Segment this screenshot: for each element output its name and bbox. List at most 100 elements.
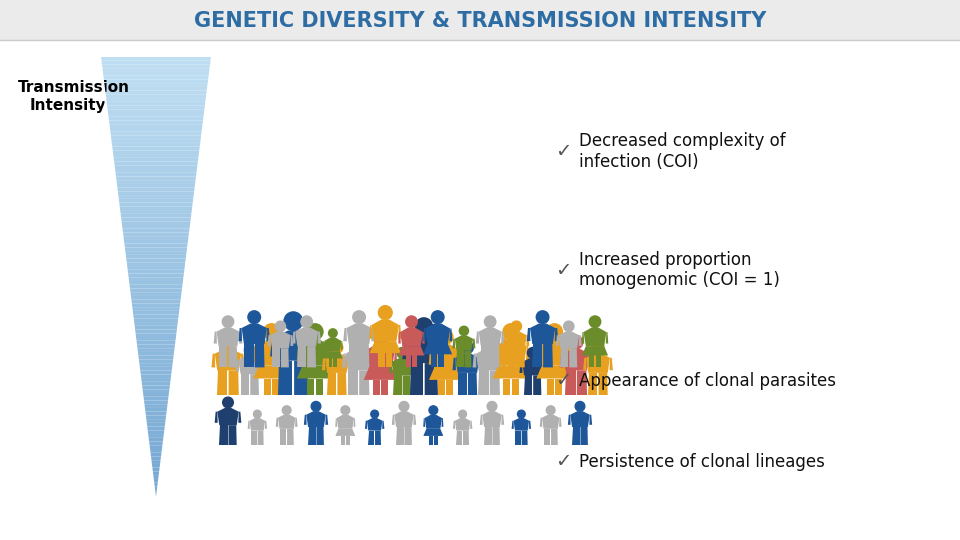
Polygon shape bbox=[114, 173, 198, 177]
Polygon shape bbox=[569, 348, 577, 367]
Polygon shape bbox=[104, 83, 208, 87]
Polygon shape bbox=[459, 350, 463, 364]
Polygon shape bbox=[606, 332, 609, 343]
Polygon shape bbox=[325, 415, 328, 425]
Polygon shape bbox=[155, 490, 157, 494]
Polygon shape bbox=[536, 346, 540, 362]
Polygon shape bbox=[381, 380, 388, 395]
Polygon shape bbox=[149, 449, 163, 453]
Polygon shape bbox=[136, 348, 176, 352]
Polygon shape bbox=[141, 389, 171, 393]
Polygon shape bbox=[143, 404, 169, 408]
Polygon shape bbox=[490, 370, 500, 395]
Polygon shape bbox=[392, 358, 413, 375]
Polygon shape bbox=[138, 363, 174, 367]
Polygon shape bbox=[146, 427, 166, 430]
Polygon shape bbox=[335, 429, 355, 436]
Polygon shape bbox=[120, 214, 192, 218]
Polygon shape bbox=[610, 358, 612, 370]
Polygon shape bbox=[106, 98, 206, 102]
Polygon shape bbox=[125, 255, 187, 259]
Polygon shape bbox=[108, 124, 204, 128]
Circle shape bbox=[537, 311, 549, 323]
Polygon shape bbox=[439, 354, 444, 367]
Polygon shape bbox=[526, 335, 529, 346]
Polygon shape bbox=[546, 379, 554, 395]
Polygon shape bbox=[392, 415, 395, 425]
Polygon shape bbox=[228, 346, 237, 367]
Polygon shape bbox=[254, 344, 265, 367]
Polygon shape bbox=[236, 360, 239, 372]
Polygon shape bbox=[219, 425, 228, 445]
Circle shape bbox=[282, 406, 291, 415]
Polygon shape bbox=[127, 270, 185, 274]
Circle shape bbox=[371, 410, 378, 418]
Polygon shape bbox=[135, 337, 177, 341]
Polygon shape bbox=[255, 340, 287, 366]
Polygon shape bbox=[154, 487, 158, 490]
Polygon shape bbox=[543, 362, 546, 373]
Polygon shape bbox=[292, 332, 296, 343]
Polygon shape bbox=[337, 373, 347, 395]
Polygon shape bbox=[307, 346, 316, 367]
Polygon shape bbox=[115, 177, 197, 180]
Polygon shape bbox=[101, 64, 211, 68]
Polygon shape bbox=[122, 229, 190, 232]
Polygon shape bbox=[589, 415, 592, 425]
Polygon shape bbox=[118, 199, 194, 202]
Polygon shape bbox=[147, 430, 165, 434]
Polygon shape bbox=[151, 460, 161, 464]
Polygon shape bbox=[364, 350, 367, 364]
Polygon shape bbox=[119, 206, 193, 210]
Polygon shape bbox=[238, 356, 261, 374]
Polygon shape bbox=[452, 358, 456, 370]
Polygon shape bbox=[323, 352, 343, 359]
Polygon shape bbox=[424, 363, 438, 395]
Polygon shape bbox=[251, 430, 257, 445]
Polygon shape bbox=[555, 328, 559, 341]
Polygon shape bbox=[143, 401, 169, 404]
Polygon shape bbox=[346, 349, 372, 370]
Polygon shape bbox=[142, 393, 170, 397]
Polygon shape bbox=[359, 370, 370, 395]
Polygon shape bbox=[113, 161, 199, 165]
Polygon shape bbox=[431, 344, 460, 368]
Circle shape bbox=[331, 342, 343, 354]
Polygon shape bbox=[424, 415, 442, 429]
Polygon shape bbox=[290, 335, 294, 346]
Polygon shape bbox=[423, 344, 452, 354]
Polygon shape bbox=[139, 370, 173, 374]
Polygon shape bbox=[121, 225, 191, 229]
Polygon shape bbox=[251, 374, 259, 395]
Circle shape bbox=[328, 329, 337, 338]
Polygon shape bbox=[270, 337, 276, 356]
Polygon shape bbox=[120, 218, 192, 221]
Polygon shape bbox=[556, 335, 559, 346]
Polygon shape bbox=[286, 346, 290, 362]
Polygon shape bbox=[323, 341, 324, 349]
Polygon shape bbox=[132, 319, 180, 322]
Polygon shape bbox=[423, 328, 426, 341]
Polygon shape bbox=[272, 348, 280, 367]
Polygon shape bbox=[130, 296, 182, 300]
Polygon shape bbox=[372, 328, 374, 341]
Polygon shape bbox=[479, 327, 501, 346]
Polygon shape bbox=[295, 418, 298, 427]
Polygon shape bbox=[148, 438, 164, 442]
Polygon shape bbox=[389, 362, 392, 373]
Text: GENETIC DIVERSITY & TRANSMISSION INTENSITY: GENETIC DIVERSITY & TRANSMISSION INTENSI… bbox=[194, 11, 766, 31]
Polygon shape bbox=[514, 418, 529, 430]
Polygon shape bbox=[533, 375, 541, 395]
Circle shape bbox=[575, 401, 585, 411]
Polygon shape bbox=[404, 427, 412, 445]
Polygon shape bbox=[565, 370, 576, 395]
Polygon shape bbox=[253, 346, 256, 362]
Polygon shape bbox=[555, 379, 563, 395]
Polygon shape bbox=[242, 323, 267, 344]
Circle shape bbox=[396, 348, 407, 358]
Polygon shape bbox=[142, 397, 170, 401]
Polygon shape bbox=[501, 415, 504, 425]
Polygon shape bbox=[595, 355, 601, 367]
Circle shape bbox=[439, 330, 453, 344]
Polygon shape bbox=[123, 240, 189, 244]
